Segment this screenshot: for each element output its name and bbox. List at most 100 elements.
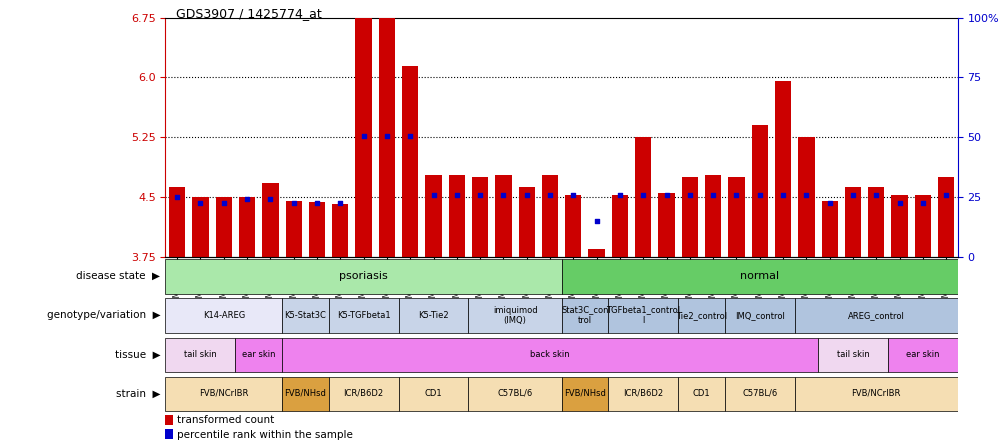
Bar xyxy=(657,193,674,257)
Bar xyxy=(402,66,418,257)
Bar xyxy=(309,202,325,257)
Text: back skin: back skin xyxy=(530,350,569,359)
Text: psoriasis: psoriasis xyxy=(339,271,388,281)
Point xyxy=(215,200,231,207)
Bar xyxy=(425,174,441,257)
Text: K5-TGFbeta1: K5-TGFbeta1 xyxy=(337,311,390,320)
Text: IMQ_control: IMQ_control xyxy=(734,311,784,320)
Bar xyxy=(286,201,302,257)
Bar xyxy=(887,337,957,372)
Bar xyxy=(704,174,720,257)
Bar xyxy=(541,174,558,257)
Point xyxy=(891,200,907,207)
Bar xyxy=(168,187,185,257)
Point xyxy=(402,133,418,140)
Point xyxy=(518,192,534,199)
Text: tail skin: tail skin xyxy=(836,350,869,359)
Bar xyxy=(727,177,743,257)
Text: imiquimod
(IMQ): imiquimod (IMQ) xyxy=(492,305,537,325)
Point xyxy=(425,192,441,199)
Text: K5-Stat3C: K5-Stat3C xyxy=(285,311,326,320)
Point xyxy=(844,192,860,199)
Bar xyxy=(891,195,907,257)
Bar xyxy=(677,377,724,411)
Point xyxy=(541,192,557,199)
Point xyxy=(495,192,511,199)
Text: CD1: CD1 xyxy=(692,389,709,398)
Point xyxy=(681,192,697,199)
Bar xyxy=(937,177,954,257)
Text: Tie2_control: Tie2_control xyxy=(675,311,726,320)
Point xyxy=(472,192,488,199)
Bar xyxy=(238,197,255,257)
Point xyxy=(588,217,604,224)
Bar xyxy=(235,337,282,372)
Bar xyxy=(332,204,348,257)
Bar xyxy=(724,377,794,411)
Text: C57BL/6: C57BL/6 xyxy=(741,389,777,398)
Bar xyxy=(564,195,581,257)
Bar xyxy=(611,195,627,257)
Text: transformed count: transformed count xyxy=(176,415,274,425)
Bar xyxy=(165,415,172,425)
Bar xyxy=(724,298,794,333)
Text: TGFbeta1_control
l: TGFbeta1_control l xyxy=(605,305,679,325)
Point xyxy=(238,196,255,203)
Bar xyxy=(818,337,887,372)
Text: ICR/B6D2: ICR/B6D2 xyxy=(343,389,384,398)
Bar xyxy=(750,125,768,257)
Bar xyxy=(282,337,818,372)
Text: strain  ▶: strain ▶ xyxy=(116,388,160,398)
Point xyxy=(286,200,302,207)
Bar xyxy=(282,298,329,333)
Text: CD1: CD1 xyxy=(424,389,442,398)
Point xyxy=(192,200,208,207)
Point xyxy=(448,192,464,199)
Text: ear skin: ear skin xyxy=(905,350,939,359)
Bar xyxy=(868,187,884,257)
Bar xyxy=(448,174,465,257)
Text: tail skin: tail skin xyxy=(184,350,216,359)
Text: normal: normal xyxy=(739,271,779,281)
Text: ICR/B6D2: ICR/B6D2 xyxy=(622,389,662,398)
Text: tissue  ▶: tissue ▶ xyxy=(115,349,160,359)
Point xyxy=(658,192,674,199)
Point xyxy=(356,133,372,140)
Point xyxy=(263,196,279,203)
Text: Stat3C_con
trol: Stat3C_con trol xyxy=(561,305,608,325)
Text: FVB/NCrIBR: FVB/NCrIBR xyxy=(851,389,900,398)
Text: GDS3907 / 1425774_at: GDS3907 / 1425774_at xyxy=(175,7,321,20)
Text: FVB/NHsd: FVB/NHsd xyxy=(285,389,326,398)
Bar xyxy=(844,187,861,257)
Bar xyxy=(468,298,561,333)
Bar xyxy=(607,298,677,333)
Bar xyxy=(561,259,957,294)
Bar xyxy=(329,377,398,411)
Bar xyxy=(794,298,957,333)
Point xyxy=(332,200,348,207)
Point xyxy=(868,192,884,199)
Bar xyxy=(495,174,511,257)
Bar xyxy=(379,18,395,257)
Point xyxy=(704,192,720,199)
Point xyxy=(634,192,650,199)
Text: K5-Tie2: K5-Tie2 xyxy=(418,311,448,320)
Bar xyxy=(634,137,650,257)
Bar xyxy=(914,195,930,257)
Point xyxy=(937,192,953,199)
Bar xyxy=(681,177,697,257)
Bar xyxy=(561,377,607,411)
Bar xyxy=(821,201,837,257)
Point xyxy=(752,192,768,199)
Bar xyxy=(398,377,468,411)
Bar xyxy=(329,298,398,333)
Bar xyxy=(355,18,372,257)
Bar xyxy=(282,377,329,411)
Point xyxy=(727,192,743,199)
Point xyxy=(169,194,185,201)
Bar xyxy=(468,377,561,411)
Text: disease state  ▶: disease state ▶ xyxy=(76,271,160,281)
Point xyxy=(821,200,837,207)
Bar xyxy=(165,259,561,294)
Text: ear skin: ear skin xyxy=(241,350,276,359)
